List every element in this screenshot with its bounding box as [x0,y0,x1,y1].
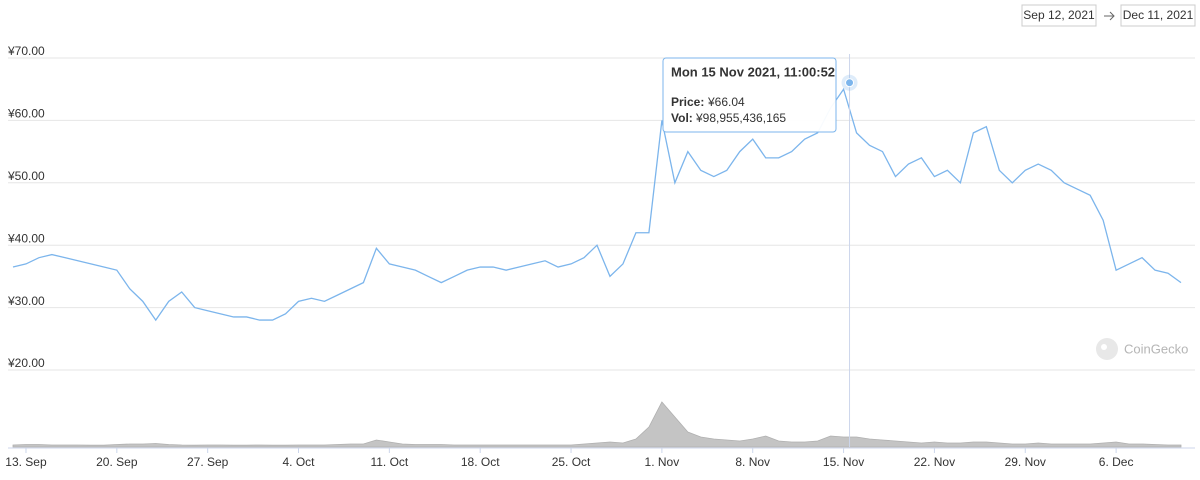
range-start-box[interactable] [1021,4,1097,27]
x-tick-label: 25. Oct [552,455,591,469]
volume-area [12,401,1182,448]
watermark-text: CoinGecko [1124,341,1188,356]
x-tick-label: 29. Nov [1005,455,1046,469]
range-end[interactable]: Dec 11, 2021 [1123,8,1194,22]
x-tick-label: 13. Sep [5,455,47,469]
y-tick-label: ¥60.00 [7,107,45,121]
x-tick-label: 8. Nov [735,455,770,469]
tooltip-price: ¥66.04 [707,95,745,109]
y-tick-label: ¥40.00 [7,231,45,245]
range-start[interactable]: Sep 12, 2021 [1023,8,1095,22]
x-tick-label: 20. Sep [96,455,138,469]
y-tick-label: ¥50.00 [7,169,45,183]
y-tick-label: ¥30.00 [7,294,45,308]
y-tick-label: ¥70.00 [7,44,45,58]
x-tick-label: 27. Sep [187,455,229,469]
tooltip-volume: ¥98,955,436,165 [695,111,786,125]
x-tick-label: 1. Nov [645,455,680,469]
price-line [12,87,1182,322]
y-tick-label: ¥20.00 [7,356,45,370]
x-tick-label: 15. Nov [823,455,864,469]
x-tick-label: 11. Oct [370,455,408,469]
x-tick-label: 22. Nov [914,455,955,469]
watermark: CoinGecko [1096,338,1188,360]
hover-point [845,78,855,88]
tooltip: Mon 15 Nov 2021, 11:00:52 Price: ¥66.04 Vol… [662,57,837,133]
tooltip-price-label: Price: [671,95,704,109]
range-end-box[interactable] [1120,4,1196,27]
x-tick-label: 6. Dec [1099,455,1134,469]
x-tick-label: 4. Oct [283,455,316,469]
tooltip-box [662,57,837,133]
tooltip-volume-label: Vol: [671,111,693,125]
x-tick-label: 18. Oct [461,455,500,469]
range-arrow [1104,11,1115,21]
tooltip-date: Mon 15 Nov 2021, 11:00:52 [671,64,835,79]
